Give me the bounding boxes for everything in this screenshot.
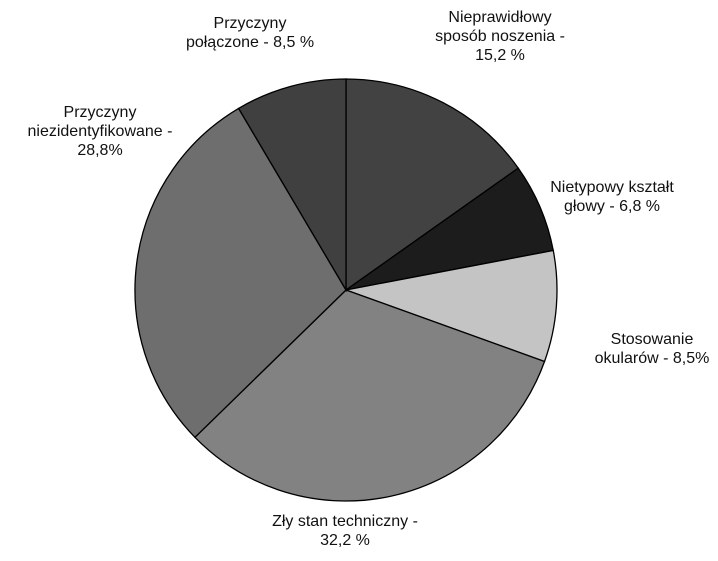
category-label: Przyczyny niezidentyfikowane bbox=[27, 104, 163, 140]
pie-slice bbox=[345, 78, 520, 292]
pie-slice bbox=[237, 78, 347, 293]
slice-label: Przyczyny połączone - 8,5 % bbox=[181, 14, 319, 52]
category-label: Nieprawidłowy sposób noszenia bbox=[435, 9, 556, 45]
slice-label: Nietypowy kształt głowy - 6,8 % bbox=[540, 178, 685, 216]
slice-label: Nieprawidłowy sposób noszenia - 15,2 % bbox=[428, 8, 573, 65]
value-label: - 8,5 % bbox=[263, 34, 315, 51]
value-label: - 8,5% bbox=[663, 350, 710, 367]
slice-label: Stosowanie okularów - 8,5% bbox=[587, 330, 717, 368]
category-label: Przyczyny połączone bbox=[185, 15, 287, 51]
value-label: - 6,8 % bbox=[609, 198, 661, 215]
pie-slice bbox=[134, 107, 347, 439]
slice-label: Przyczyny niezidentyfikowane - 28,8% bbox=[25, 103, 175, 160]
category-label: Nietypowy kształt głowy bbox=[550, 179, 674, 215]
value-label: - 15,2 % bbox=[475, 28, 565, 64]
category-label: Zły stan techniczny bbox=[272, 513, 409, 530]
category-label: Stosowanie okularów bbox=[594, 331, 694, 367]
slice-label: Zły stan techniczny - 32,2 % bbox=[270, 512, 420, 550]
pie-slice bbox=[194, 289, 546, 502]
value-label: - 32,2 % bbox=[320, 513, 418, 549]
pie-slice bbox=[343, 249, 558, 363]
value-label: - 28,8% bbox=[77, 123, 173, 159]
